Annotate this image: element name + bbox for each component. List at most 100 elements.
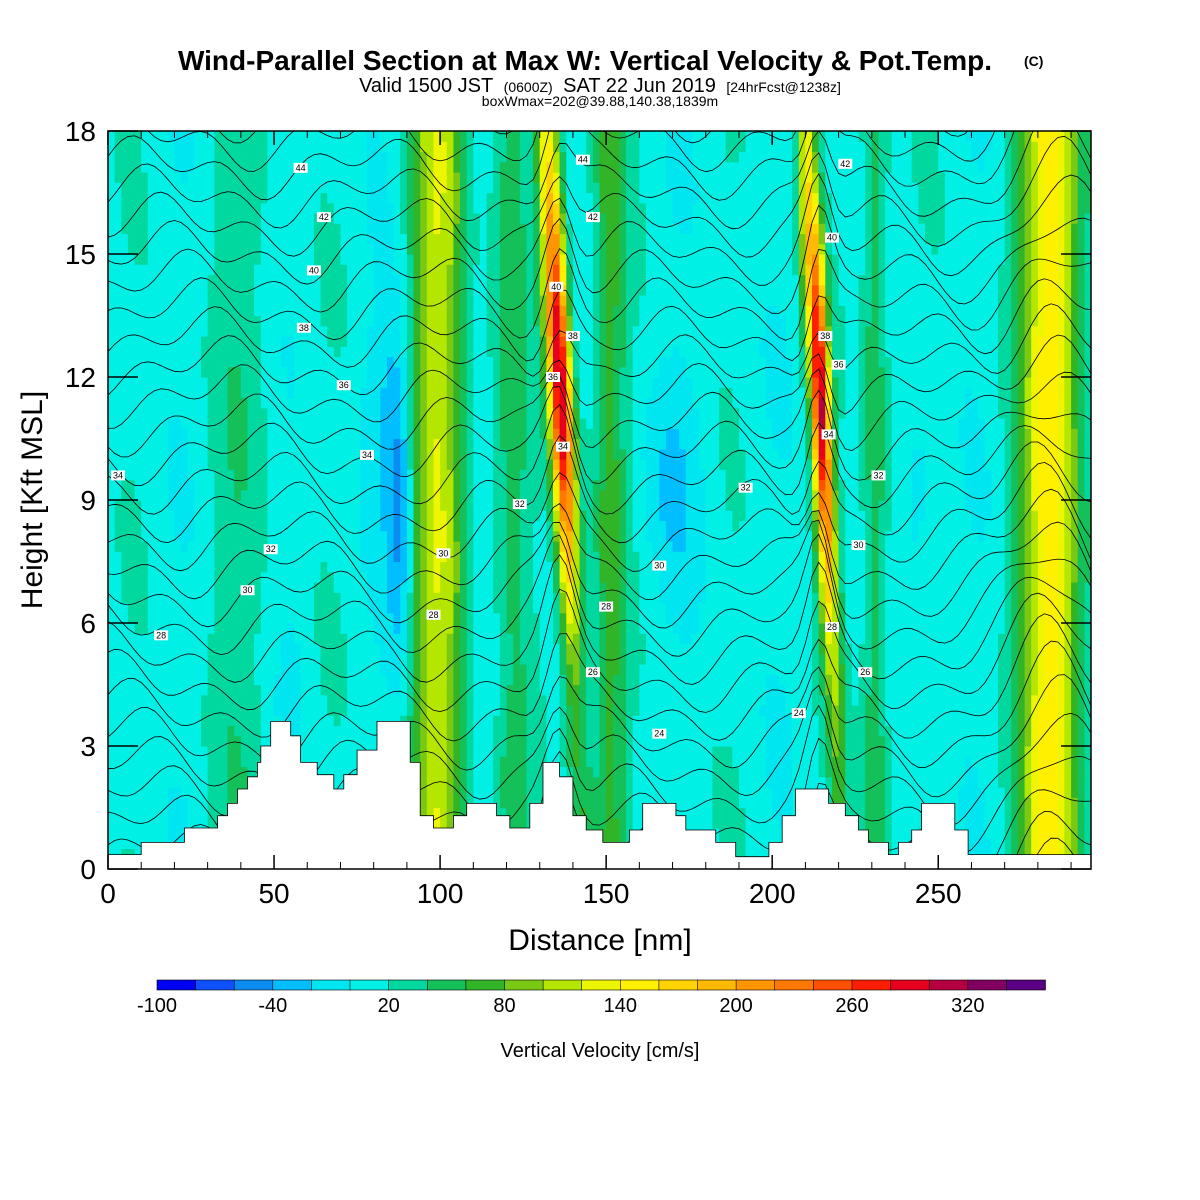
- heatmap-cell: [294, 602, 302, 614]
- heatmap-cell: [393, 295, 401, 306]
- heatmap-cell: [108, 694, 116, 706]
- heatmap-cell: [499, 510, 508, 522]
- heatmap-cell: [154, 674, 162, 686]
- heatmap-cell: [400, 213, 408, 224]
- heatmap-cell: [466, 582, 474, 593]
- heatmap-cell: [267, 489, 275, 501]
- heatmap-cell: [300, 582, 308, 593]
- heatmap-cell: [300, 623, 308, 634]
- heatmap-cell: [333, 623, 341, 634]
- heatmap-cell: [413, 643, 421, 655]
- heatmap-cell: [307, 202, 315, 214]
- heatmap-cell: [201, 131, 209, 142]
- heatmap-cell: [546, 746, 554, 757]
- heatmap-cell: [353, 633, 361, 645]
- heatmap-cell: [320, 407, 328, 419]
- heatmap-cell: [161, 182, 169, 194]
- heatmap-cell: [154, 336, 162, 347]
- heatmap-cell: [254, 243, 262, 255]
- heatmap-cell: [134, 243, 142, 255]
- heatmap-cell: [479, 684, 488, 696]
- heatmap-cell: [426, 254, 434, 265]
- heatmap-cell: [546, 664, 554, 675]
- heatmap-cell: [493, 633, 501, 645]
- heatmap-cell: [194, 192, 202, 204]
- heatmap-cell: [187, 500, 195, 511]
- heatmap-cell: [340, 674, 348, 686]
- heatmap-cell: [513, 510, 521, 522]
- heatmap-cell: [127, 315, 136, 327]
- heatmap-cell: [240, 356, 248, 368]
- heatmap-cell: [181, 787, 189, 798]
- heatmap-cell: [313, 623, 322, 634]
- heatmap-cell: [367, 346, 375, 358]
- heatmap-cell: [114, 325, 122, 337]
- heatmap-cell: [320, 674, 328, 686]
- heatmap-cell: [187, 817, 195, 829]
- heatmap-cell: [161, 807, 169, 819]
- heatmap-cell: [486, 694, 494, 706]
- heatmap-cell: [446, 592, 454, 604]
- heatmap-cell: [313, 500, 322, 511]
- heatmap-cell: [127, 489, 136, 501]
- heatmap-cell: [420, 725, 428, 737]
- heatmap-cell: [453, 807, 461, 819]
- heatmap-cell: [559, 418, 567, 429]
- heatmap-cell: [433, 500, 441, 511]
- heatmap-cell: [460, 776, 468, 788]
- heatmap-cell: [360, 131, 368, 142]
- heatmap-cell: [274, 377, 282, 388]
- heatmap-cell: [393, 643, 401, 655]
- heatmap-cell: [340, 325, 348, 337]
- heatmap-cell: [406, 274, 415, 286]
- heatmap-cell: [499, 346, 508, 358]
- heatmap-cell: [307, 274, 315, 286]
- title-mark: (C): [1024, 53, 1043, 69]
- heatmap-cell: [453, 520, 461, 532]
- heatmap-cell: [114, 448, 122, 460]
- heatmap-cell: [240, 274, 248, 286]
- heatmap-cell: [214, 315, 222, 327]
- heatmap-cell: [559, 479, 567, 491]
- heatmap-cell: [400, 366, 408, 378]
- heatmap-cell: [413, 551, 421, 563]
- heatmap-cell: [234, 766, 242, 778]
- heatmap-cell: [493, 428, 501, 440]
- heatmap-cell: [387, 561, 395, 573]
- heatmap-cell: [121, 387, 129, 399]
- heatmap-cell: [546, 582, 554, 593]
- heatmap-cell: [446, 602, 454, 614]
- heatmap-cell: [466, 551, 474, 563]
- heatmap-cell: [539, 336, 547, 347]
- heatmap-cell: [240, 254, 248, 265]
- heatmap-cell: [360, 633, 368, 645]
- heatmap-cell: [234, 479, 242, 491]
- heatmap-cell: [446, 664, 454, 675]
- heatmap-cell: [313, 356, 322, 368]
- heatmap-cell: [320, 315, 328, 327]
- heatmap-cell: [367, 489, 375, 501]
- heatmap-cell: [127, 366, 136, 378]
- heatmap-cell: [280, 295, 288, 306]
- heatmap-cell: [513, 787, 521, 798]
- heatmap-cell: [187, 223, 195, 235]
- heatmap-cell: [493, 151, 501, 163]
- heatmap-cell: [174, 684, 182, 696]
- heatmap-cell: [406, 684, 415, 696]
- heatmap-cell: [493, 489, 501, 501]
- heatmap-cell: [161, 674, 169, 686]
- heatmap-cell: [546, 561, 554, 573]
- heatmap-cell: [260, 479, 268, 491]
- heatmap-cell: [406, 131, 415, 142]
- heatmap-cell: [313, 325, 322, 337]
- heatmap-cell: [194, 653, 202, 665]
- heatmap-cell: [201, 161, 209, 173]
- heatmap-cell: [367, 438, 375, 450]
- heatmap-cell: [167, 274, 175, 286]
- heatmap-cell: [493, 735, 501, 747]
- heatmap-cell: [440, 684, 448, 696]
- heatmap-cell: [393, 315, 401, 327]
- heatmap-cell: [247, 500, 255, 511]
- heatmap-cell: [499, 172, 508, 183]
- heatmap-cell: [147, 705, 156, 716]
